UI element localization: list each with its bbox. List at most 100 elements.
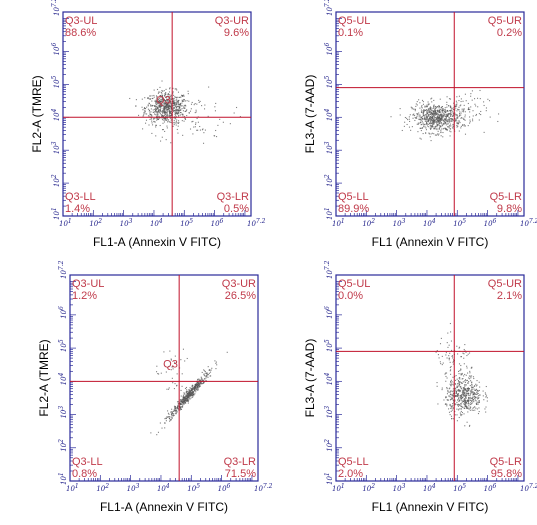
data-point bbox=[476, 398, 479, 400]
x-tick-label: 105 bbox=[453, 218, 466, 228]
data-point bbox=[187, 396, 189, 398]
data-point bbox=[163, 119, 165, 121]
data-point bbox=[202, 382, 204, 385]
data-point bbox=[149, 112, 151, 114]
data-point bbox=[196, 387, 198, 389]
data-point bbox=[156, 115, 158, 117]
data-point bbox=[441, 123, 443, 125]
data-point bbox=[207, 374, 209, 376]
data-point bbox=[180, 401, 182, 403]
data-point bbox=[189, 394, 191, 396]
data-point bbox=[443, 114, 445, 116]
data-point bbox=[467, 407, 469, 409]
data-point bbox=[185, 386, 188, 389]
data-point bbox=[469, 407, 471, 409]
quadrant-ul-percent: 0.1% bbox=[338, 27, 363, 39]
data-point bbox=[460, 403, 463, 405]
data-point bbox=[463, 353, 465, 355]
data-point bbox=[416, 113, 418, 115]
y-tick-label: 106 bbox=[51, 43, 61, 56]
data-point bbox=[169, 350, 171, 352]
quadrant-lr-percent: 95.8% bbox=[491, 468, 522, 480]
data-point bbox=[149, 98, 151, 100]
data-point bbox=[464, 125, 467, 127]
data-point bbox=[431, 122, 433, 124]
data-point bbox=[216, 364, 218, 366]
quadrant-ul-percent: 88.6% bbox=[65, 27, 96, 39]
data-point bbox=[475, 114, 477, 117]
data-point bbox=[428, 112, 430, 114]
quadrant-ll-label: Q5-LL bbox=[338, 191, 369, 203]
quadrant-ur-percent: 2.1% bbox=[497, 290, 522, 302]
quadrant-ll-percent: 1.4% bbox=[65, 203, 90, 215]
data-point bbox=[152, 97, 154, 100]
data-point bbox=[476, 392, 478, 394]
data-point bbox=[463, 399, 466, 401]
data-point bbox=[428, 111, 430, 113]
data-point bbox=[165, 96, 167, 98]
data-point bbox=[435, 134, 438, 136]
data-point bbox=[475, 388, 477, 390]
x-tick-exponent: 7.2 bbox=[529, 483, 537, 490]
data-point bbox=[448, 388, 450, 390]
data-point bbox=[424, 120, 426, 122]
data-point bbox=[150, 118, 153, 120]
data-point bbox=[177, 101, 179, 103]
x-tick-exponent: 3 bbox=[402, 483, 406, 490]
data-point bbox=[469, 394, 471, 397]
data-point bbox=[448, 105, 450, 107]
data-point bbox=[167, 93, 169, 95]
data-point bbox=[177, 407, 179, 409]
data-point bbox=[474, 396, 476, 398]
data-point bbox=[427, 104, 429, 106]
data-point bbox=[195, 391, 197, 393]
x-tick-label: 102 bbox=[89, 218, 102, 228]
data-point bbox=[429, 108, 432, 110]
data-point bbox=[169, 96, 171, 98]
data-point bbox=[474, 389, 476, 391]
data-point bbox=[174, 109, 176, 112]
data-point bbox=[459, 122, 461, 124]
data-point bbox=[468, 389, 470, 392]
data-point bbox=[435, 113, 437, 115]
data-point bbox=[452, 111, 454, 113]
data-point bbox=[465, 405, 467, 407]
data-point bbox=[444, 128, 447, 130]
data-point bbox=[442, 131, 444, 134]
data-point bbox=[146, 97, 149, 99]
data-point bbox=[446, 377, 448, 379]
data-point bbox=[423, 123, 425, 125]
data-point bbox=[162, 107, 164, 109]
data-point bbox=[473, 388, 475, 390]
data-point bbox=[414, 114, 416, 117]
data-point bbox=[448, 344, 450, 346]
data-point bbox=[449, 120, 451, 123]
data-point bbox=[461, 405, 463, 407]
data-point bbox=[180, 395, 182, 397]
data-point bbox=[164, 113, 166, 115]
data-point bbox=[180, 112, 182, 114]
data-point bbox=[174, 104, 176, 106]
data-point bbox=[430, 122, 432, 124]
y-axis-label: FL3-A (7-AAD) bbox=[303, 75, 317, 154]
data-point bbox=[483, 131, 485, 133]
data-point bbox=[214, 135, 216, 137]
data-point bbox=[441, 117, 443, 119]
data-point bbox=[459, 378, 461, 380]
data-point bbox=[464, 93, 466, 95]
x-tick-label: 106 bbox=[218, 483, 231, 493]
data-point bbox=[436, 128, 438, 131]
data-point bbox=[437, 354, 439, 356]
data-point bbox=[229, 123, 231, 125]
data-point bbox=[175, 117, 177, 119]
data-point bbox=[457, 353, 459, 355]
quadrant-ll-percent: 2.0% bbox=[338, 468, 363, 480]
data-point bbox=[460, 395, 462, 397]
gate-name-label: Q3 bbox=[156, 94, 171, 106]
data-point bbox=[437, 121, 439, 123]
data-point bbox=[165, 104, 168, 107]
data-point bbox=[172, 105, 174, 107]
data-point bbox=[186, 357, 188, 360]
data-point bbox=[475, 105, 477, 107]
data-point bbox=[175, 104, 177, 107]
